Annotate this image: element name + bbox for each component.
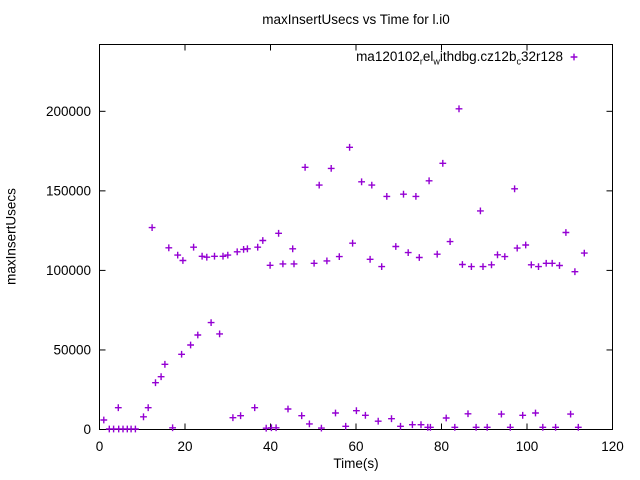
tick-labels: 0 20 40 60 80 100 120 0 50000 100000 150000 200000 [46, 104, 624, 454]
tick-label: 200000 [46, 104, 91, 119]
legend-label-part: 32r128 [520, 49, 563, 64]
legend-label-part: ithdbg.cz12b [439, 49, 517, 64]
tick-label: 120 [601, 439, 624, 454]
tick-label: 40 [263, 439, 278, 454]
tick-label: 20 [177, 439, 192, 454]
tick-label: 0 [96, 439, 104, 454]
legend: ma120102relwithdbg.cz12bc32r128 [356, 49, 563, 67]
plot-border [99, 44, 613, 430]
data-points [100, 105, 588, 433]
tick-label: 150000 [46, 183, 91, 198]
tick-label: 100000 [46, 263, 91, 278]
tick-label: 80 [434, 439, 449, 454]
axis-ticks [99, 44, 613, 430]
y-axis-label: maxInsertUsecs [3, 188, 19, 285]
legend-label-part: ma120102 [356, 49, 420, 64]
chart-title: maxInsertUsecs vs Time for l.i0 [262, 12, 450, 27]
legend-label-part: el [422, 49, 434, 64]
legend-label: ma120102relwithdbg.cz12bc32r128 [356, 49, 563, 67]
tick-label: 60 [348, 439, 363, 454]
x-axis-label: Time(s) [333, 456, 379, 471]
tick-label: 0 [83, 422, 91, 437]
legend-label-subscript: r [419, 56, 423, 67]
legend-label-subscript: c [516, 56, 521, 67]
plus-icon [570, 53, 578, 61]
tick-label: 100 [516, 439, 539, 454]
tick-label: 50000 [53, 342, 91, 357]
legend-label-subscript: w [433, 56, 440, 67]
